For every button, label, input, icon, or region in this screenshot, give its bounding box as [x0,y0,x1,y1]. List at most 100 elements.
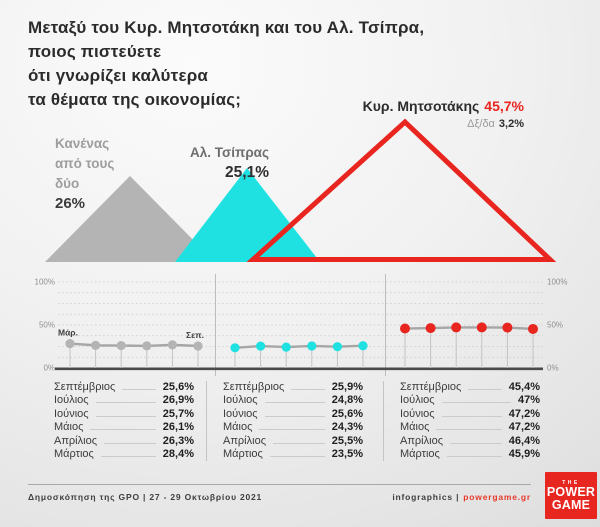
month-value: 26,3% [162,434,194,447]
month-value: 46,4% [508,434,540,447]
month-value: 47,2% [508,407,540,420]
leader-line [468,389,502,390]
table-row: Σεπτέμβριος 45,4% [400,381,540,394]
leader-line [269,455,325,457]
table-row: Απρίλιος 25,5% [223,435,363,448]
month-label: Μάρτιος [223,447,263,460]
y-tick-left: 0% [43,364,55,373]
credit-label: infographics | [392,492,460,502]
leader-line [450,442,502,444]
month-value: 25,7% [162,407,194,420]
month-value: 47,2% [508,421,540,434]
trend-line [69,342,199,348]
table-row: Σεπτέμβριος 25,6% [54,381,194,394]
month-label: Μάιος [223,421,253,434]
mitsotakis-label: Κυρ. Μητσοτάκης 45,7% Δξ/δα 3,2% [363,98,524,130]
month-label: Ιούνιος [54,407,89,420]
month-label: Σεπτέμβριος [54,381,116,393]
month-value: 45,4% [508,381,540,393]
month-value: 23,5% [331,447,363,460]
month-label: Σεπτέμβριος [400,381,462,393]
dontknow-label: Δξ/δα [467,118,495,130]
month-label: Ιούνιος [223,407,258,420]
dontknow-value: 3,2% [498,118,524,130]
none-label: Κανένας από τους δύο 26% [55,134,114,214]
data-point [528,323,538,334]
month-value: 25,6% [162,381,194,393]
month-value: 26,1% [162,421,194,434]
data-point [256,341,266,351]
monthly-tables: Σεπτέμβριος 25,6% Ιούλιος 26,9% Ιούνιος 25,7%… [28,381,572,462]
mitsotakis-value: 45,7% [484,98,524,114]
leader-line [441,402,511,404]
tsipras-label-text: Αλ. Τσίπρας [190,145,269,160]
powergame-logo: THE POWER GAME [545,472,597,519]
month-value: 24,8% [331,394,363,407]
month-label: Απρίλιος [54,434,97,447]
data-point [167,340,177,350]
tsipras-label: Αλ. Τσίπρας 25,1% [190,143,269,183]
table-column-3: Σεπτέμβριος 45,4% Ιούλιος 47% Ιούνιος 47,2% Μά… [383,381,572,462]
month-label: Μάιος [54,421,84,434]
logo-line-game: GAME [551,498,591,512]
tsipras-value: 25,1% [225,164,269,181]
tsipras-triangle [175,168,320,262]
table-row: Ιούλιος 26,9% [54,394,194,407]
month-label: Ιούλιος [54,394,89,407]
leader-line [259,429,325,431]
data-point [142,341,152,351]
month-label: Μάρτιος [54,447,94,460]
table-row: Μάιος 24,3% [223,421,363,434]
data-point [91,340,101,350]
y-tick-right: 50% [547,321,563,330]
y-tick-left: 50% [39,321,55,330]
none-triangle [45,176,215,262]
data-point [230,343,240,353]
table-row: Μάρτιος 23,5% [223,448,363,461]
leader-line [446,455,502,457]
source-text: Δημοσκόπηση της GPO | 27 - 29 Οκτωβρίου … [28,492,263,502]
table-row: Μάρτιος 45,9% [400,448,540,461]
leader-line [273,442,325,444]
leader-line [291,389,325,390]
month-value: 28,4% [162,447,194,460]
table-row: Ιούλιος 24,8% [223,394,363,407]
logo-line-power: POWER [546,485,596,499]
y-tick-right: 0% [547,364,559,373]
leader-line [264,415,325,417]
month-value: 26,9% [162,394,194,407]
poll-question: Μεταξύ του Κυρ. Μητσοτάκη και του Αλ. Τσ… [28,18,425,109]
leader-line [90,429,156,431]
month-value: 45,9% [508,447,540,460]
none-value: 26% [55,195,86,212]
month-label: Μάιος [400,421,430,434]
table-row: Ιούνιος 25,7% [54,408,194,421]
data-point [476,322,487,333]
leader-line [264,402,325,404]
data-point [281,342,291,352]
data-point [332,342,342,352]
month-label: Απρίλιος [400,434,443,447]
mitsotakis-triangle [246,118,557,262]
trend-line [404,326,534,331]
data-point [425,323,436,334]
table-row: Ιούλιος 47% [400,394,540,407]
mitsotakis-label-text: Κυρ. Μητσοτάκης [362,98,480,114]
y-tick-left: 100% [35,278,55,287]
table-row: Ιούνιος 25,6% [223,408,363,421]
leader-line [95,415,156,417]
data-point [65,338,75,349]
month-label: Ιούλιος [223,394,258,407]
table-row: Απρίλιος 26,3% [54,435,194,448]
table-row: Μάιος 47,2% [400,421,540,434]
none-label-text: Κανένας από τους δύο [55,136,115,191]
leader-line [95,402,156,404]
month-value: 25,5% [331,434,363,447]
table-row: Μάιος 26,1% [54,421,194,434]
month-value: 24,3% [331,421,363,434]
last-month-annotation: Σεπ. [186,330,204,340]
trend-chart: Μάρ. Σεπ. 100% 100% 50% 50% 0% 0% [35,274,567,376]
leader-line [104,442,156,444]
powergame-link[interactable]: powergame.gr [463,492,531,502]
